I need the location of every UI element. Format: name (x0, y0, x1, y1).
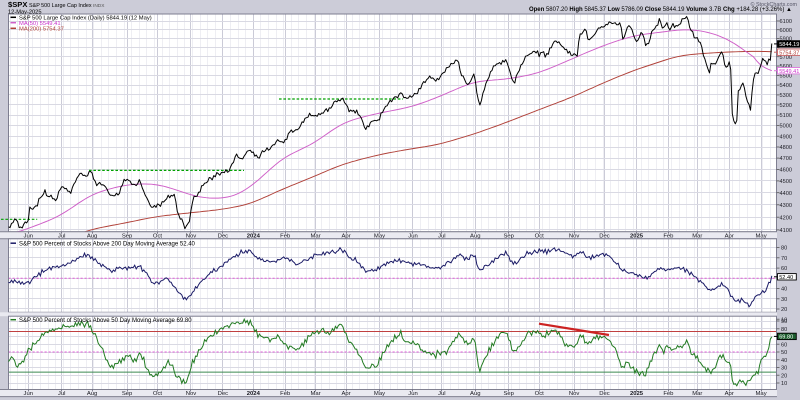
svg-text:MA(50) 5549.41: MA(50) 5549.41 (19, 21, 61, 27)
svg-text:Nov: Nov (569, 391, 580, 397)
svg-text:60: 60 (781, 342, 787, 348)
svg-text:Mar: Mar (692, 391, 702, 397)
svg-text:Sep: Sep (503, 233, 514, 239)
svg-text:Apr: Apr (725, 391, 734, 397)
svg-text:Jun: Jun (408, 391, 418, 397)
svg-text:6100: 6100 (780, 19, 792, 25)
svg-text:20: 20 (781, 373, 787, 379)
svg-text:© StockCharts.com: © StockCharts.com (750, 1, 797, 8)
svg-text:2025: 2025 (630, 233, 644, 239)
svg-text:Nov: Nov (186, 391, 197, 397)
svg-text:5700: 5700 (780, 55, 792, 61)
svg-text:50: 50 (781, 350, 787, 356)
svg-text:Feb: Feb (280, 391, 291, 397)
svg-text:Jul: Jul (58, 233, 66, 239)
svg-text:5500: 5500 (780, 74, 792, 80)
svg-text:80: 80 (781, 327, 787, 333)
svg-text:4300: 4300 (780, 203, 792, 209)
svg-text:May: May (374, 391, 385, 397)
svg-text:Oct: Oct (535, 233, 545, 239)
svg-text:40: 40 (781, 287, 787, 293)
svg-text:Apr: Apr (342, 391, 351, 397)
svg-text:Mar: Mar (692, 233, 702, 239)
svg-text:4800: 4800 (780, 145, 792, 151)
svg-text:52.40: 52.40 (779, 275, 793, 281)
svg-text:Open 5807.20 High 5845.37 Low: Open 5807.20 High 5845.37 Low 5786.09 Cl… (529, 7, 792, 13)
svg-text:40: 40 (781, 358, 787, 364)
svg-text:Oct: Oct (153, 391, 163, 397)
svg-text:S&P 500 Percent of Stocks Abov: S&P 500 Percent of Stocks Above 200 Day … (19, 241, 196, 247)
svg-text:4400: 4400 (780, 191, 792, 197)
svg-text:$SPX: $SPX (8, 0, 27, 9)
svg-text:Jul: Jul (58, 391, 66, 397)
svg-text:Mar: Mar (311, 233, 321, 239)
svg-text:Sep: Sep (122, 233, 133, 239)
svg-text:5100: 5100 (780, 113, 792, 119)
svg-text:S&P 500 Large Cap Index: S&P 500 Large Cap Index (29, 3, 92, 9)
svg-text:30: 30 (781, 366, 787, 372)
svg-text:Aug: Aug (87, 233, 97, 239)
svg-text:Nov: Nov (186, 233, 197, 239)
svg-text:MA(200) 5754.37: MA(200) 5754.37 (19, 27, 64, 33)
svg-text:Jun: Jun (24, 391, 34, 397)
svg-text:30: 30 (781, 297, 787, 303)
svg-text:4100: 4100 (780, 228, 792, 234)
svg-text:Feb: Feb (280, 233, 291, 239)
svg-text:INDX: INDX (93, 3, 105, 9)
svg-text:5754.37: 5754.37 (779, 50, 799, 56)
svg-text:Jul: Jul (438, 233, 446, 239)
svg-text:12-May-2025: 12-May-2025 (8, 9, 42, 15)
svg-text:80: 80 (781, 246, 787, 252)
svg-text:S&P 500 Large Cap Index (Daily: S&P 500 Large Cap Index (Daily) 5844.19 … (19, 16, 152, 22)
svg-text:5844.19: 5844.19 (779, 42, 799, 48)
svg-text:Jun: Jun (24, 233, 34, 239)
svg-text:4900: 4900 (780, 134, 792, 140)
svg-text:20: 20 (781, 307, 787, 313)
svg-text:Aug: Aug (87, 391, 97, 397)
svg-text:Apr: Apr (725, 233, 734, 239)
svg-text:Apr: Apr (342, 233, 351, 239)
svg-text:Nov: Nov (569, 233, 580, 239)
svg-text:90: 90 (781, 319, 787, 325)
svg-text:Feb: Feb (663, 391, 674, 397)
svg-text:Oct: Oct (535, 391, 545, 397)
svg-text:69.80: 69.80 (779, 335, 793, 341)
svg-text:May: May (756, 391, 767, 397)
svg-text:5900: 5900 (780, 37, 792, 43)
svg-text:Jun: Jun (408, 233, 418, 239)
svg-text:Mar: Mar (311, 391, 321, 397)
svg-text:Aug: Aug (470, 391, 480, 397)
svg-text:5400: 5400 (780, 83, 792, 89)
svg-text:Dec: Dec (599, 233, 610, 239)
svg-text:5300: 5300 (780, 93, 792, 99)
svg-text:5549.41: 5549.41 (779, 69, 799, 75)
svg-text:Sep: Sep (122, 391, 133, 397)
svg-text:5200: 5200 (780, 103, 792, 109)
svg-text:4700: 4700 (780, 156, 792, 162)
svg-text:Aug: Aug (470, 233, 480, 239)
svg-text:6000: 6000 (780, 28, 792, 34)
svg-text:May: May (756, 233, 767, 239)
svg-text:10: 10 (781, 317, 787, 323)
svg-text:Dec: Dec (218, 233, 229, 239)
svg-text:Dec: Dec (218, 391, 229, 397)
svg-text:60: 60 (781, 266, 787, 272)
svg-text:4500: 4500 (780, 179, 792, 185)
svg-text:2025: 2025 (630, 391, 644, 397)
svg-text:2024: 2024 (247, 391, 261, 397)
svg-text:Dec: Dec (599, 391, 610, 397)
svg-text:10: 10 (781, 381, 787, 387)
svg-text:Sep: Sep (503, 391, 514, 397)
svg-text:2024: 2024 (247, 233, 261, 239)
svg-text:70: 70 (781, 256, 787, 262)
svg-text:Oct: Oct (153, 233, 163, 239)
svg-text:4200: 4200 (780, 215, 792, 221)
svg-text:5000: 5000 (780, 124, 792, 130)
svg-text:4600: 4600 (780, 168, 792, 174)
svg-text:S&P 500 Percent of Stocks Abov: S&P 500 Percent of Stocks Above 50 Day M… (19, 318, 192, 324)
svg-text:Jul: Jul (438, 391, 446, 397)
svg-text:Feb: Feb (663, 233, 674, 239)
svg-text:May: May (374, 233, 385, 239)
